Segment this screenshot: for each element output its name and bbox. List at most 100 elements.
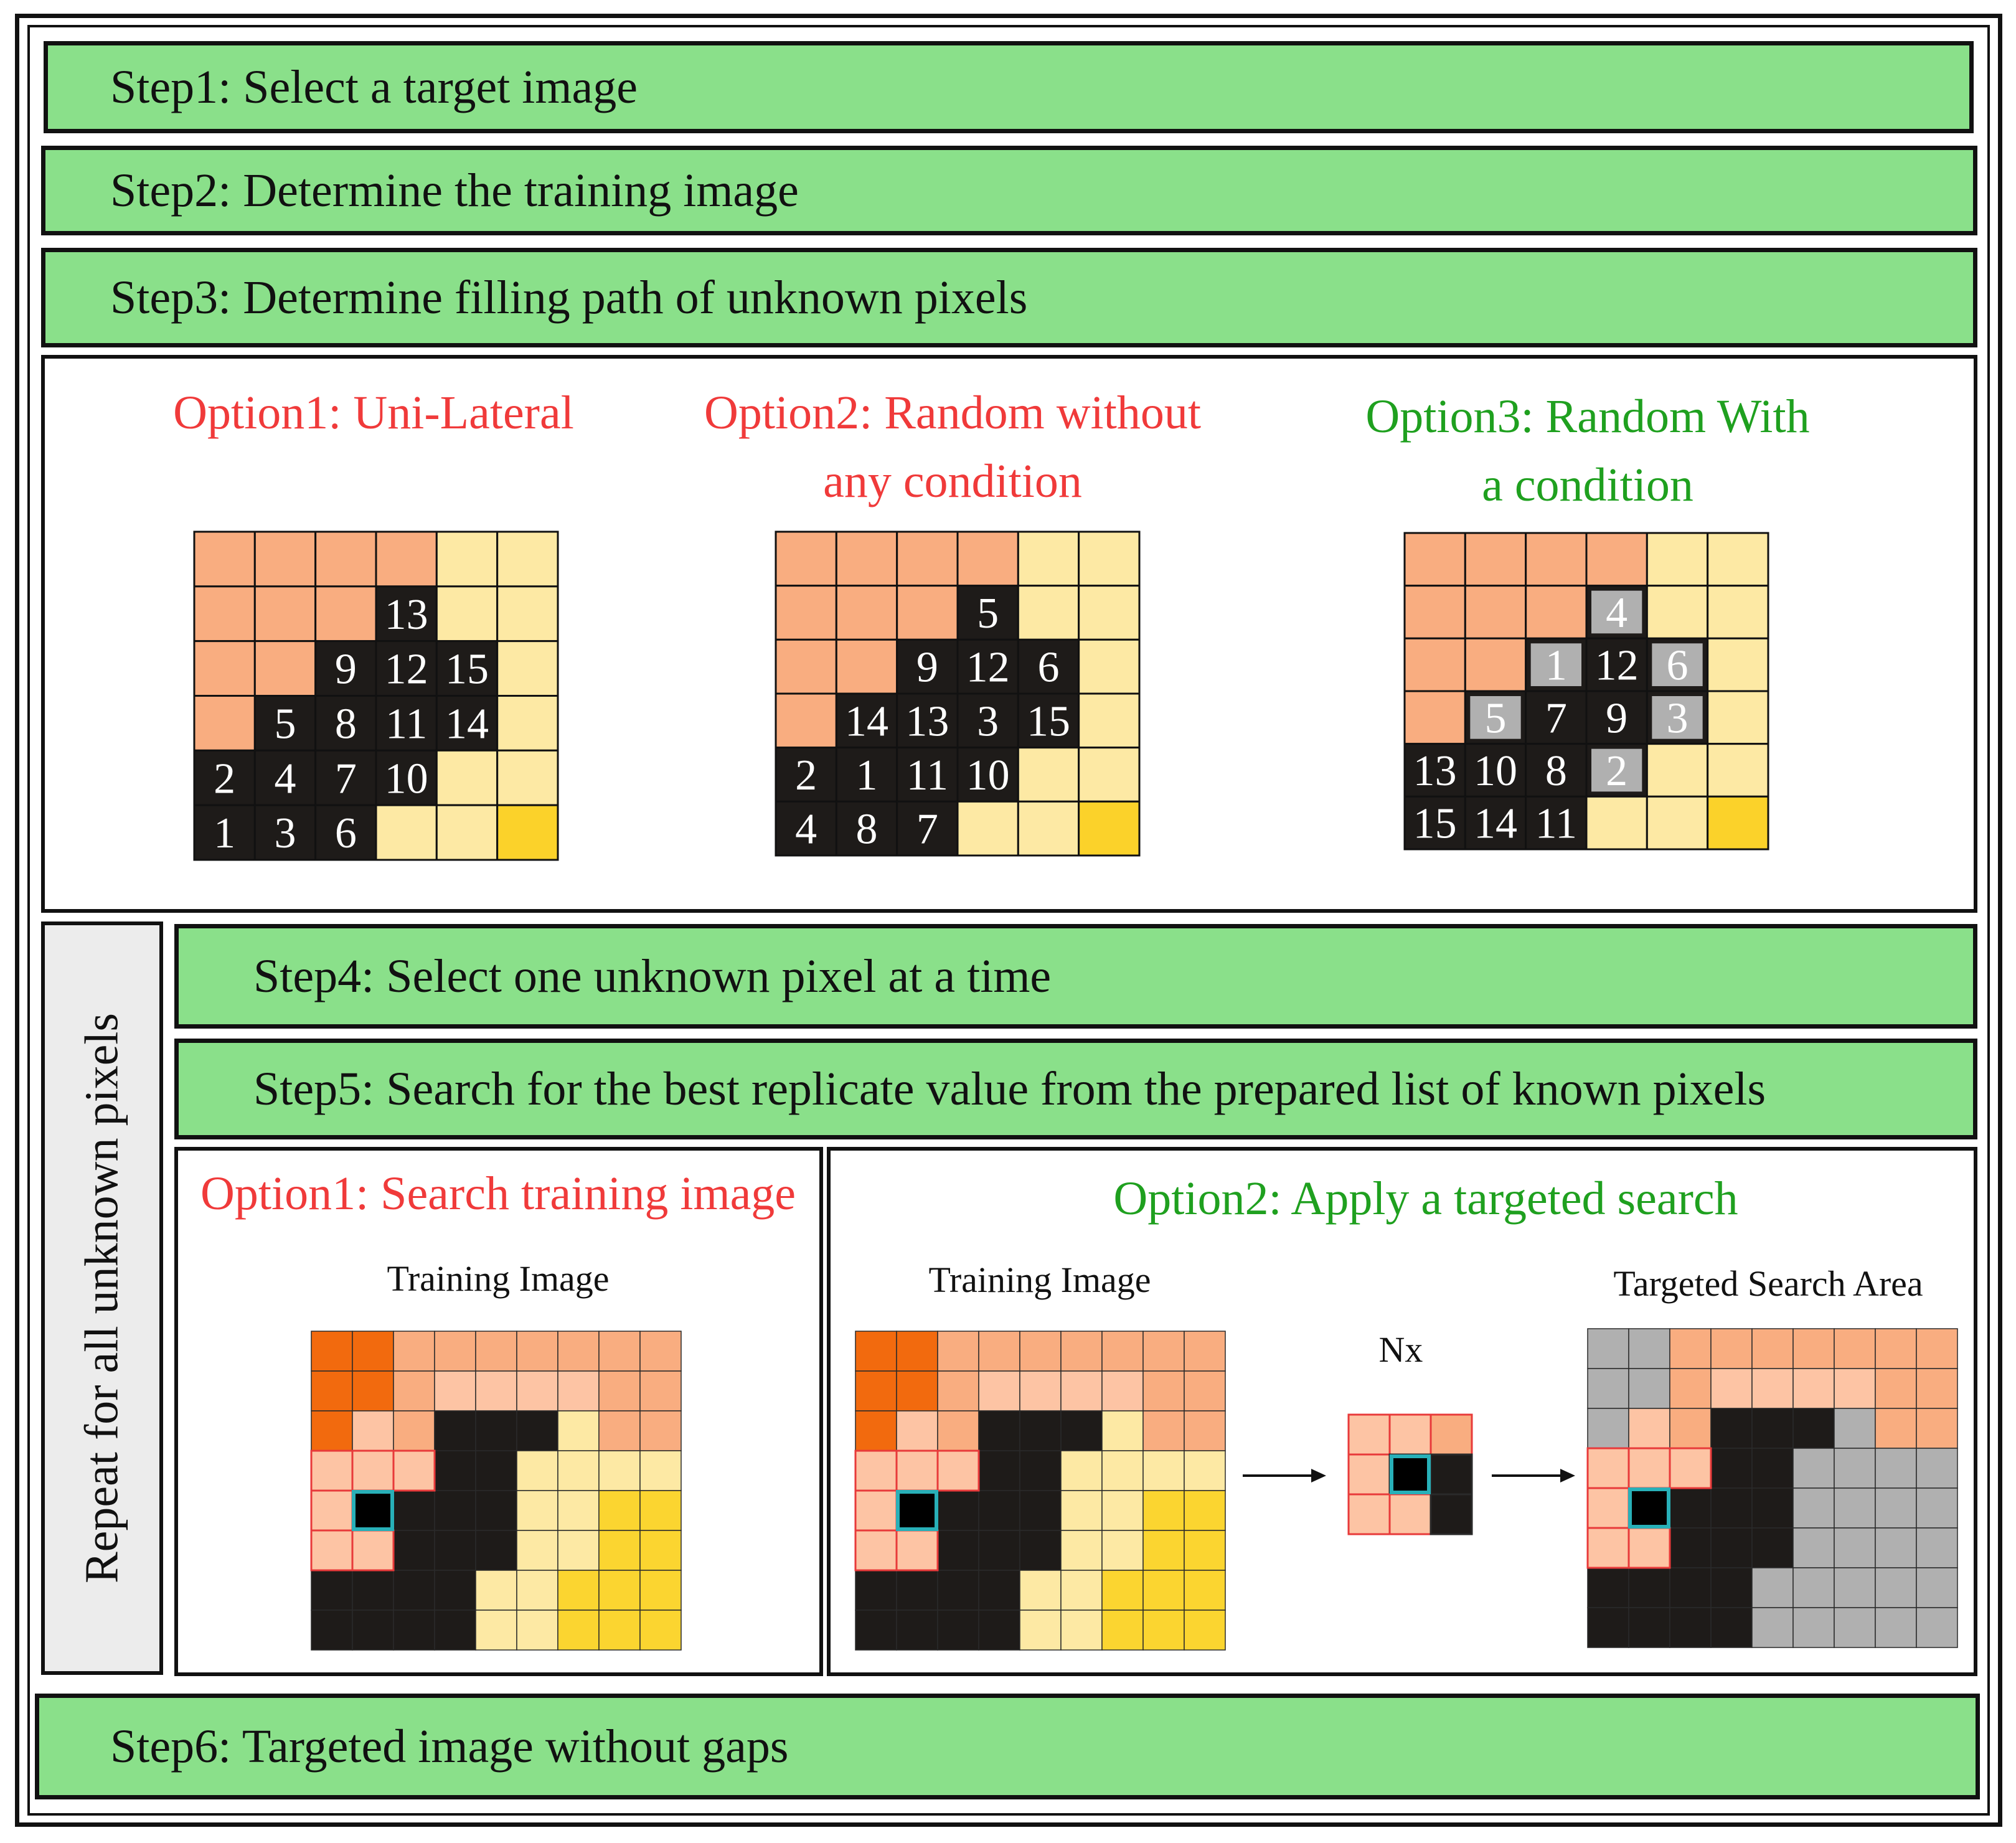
step4-box: Step4: Select one unknown pixel at a tim…	[174, 924, 1977, 1029]
grid-cell	[1101, 1610, 1144, 1651]
grid-cell	[1184, 1610, 1226, 1651]
grid-cell	[516, 1610, 558, 1651]
grid-cell	[1834, 1527, 1876, 1568]
grid-cell	[1142, 1331, 1185, 1372]
nx-neighborhood-grid	[1347, 1413, 1473, 1535]
grid-cell	[496, 749, 559, 806]
grid-cell	[1464, 637, 1527, 692]
path-order-label: 5	[977, 590, 999, 638]
grid-cell	[1710, 1527, 1753, 1568]
grid-cell	[1142, 1530, 1185, 1571]
grid-cell	[1101, 1570, 1144, 1611]
grid-cell	[855, 1410, 897, 1451]
grid-cell	[1101, 1450, 1144, 1491]
grid-cell	[1525, 532, 1588, 587]
grid-cell	[1017, 800, 1080, 857]
path-order-label: 11	[1535, 800, 1577, 848]
grid-cell	[1710, 1487, 1753, 1529]
grid-cell	[1347, 1453, 1391, 1496]
path-order-label: 9	[916, 644, 938, 692]
grid-cell	[1792, 1448, 1835, 1489]
grid-cell	[557, 1530, 600, 1571]
grid-cell	[1060, 1450, 1103, 1491]
path-order-label: 13	[385, 591, 428, 639]
arrow-right-icon	[1492, 1469, 1575, 1482]
grid-cell	[1669, 1408, 1712, 1449]
grid-cell	[978, 1450, 1020, 1491]
grid-cell	[978, 1490, 1020, 1531]
path-option3-grid: 41 12 6 5 7 9 3 13 10 8 2 15 14 11	[1403, 532, 1769, 851]
targeted-search-area-grid	[1586, 1328, 1958, 1648]
grid-cell	[1464, 795, 1527, 851]
grid-cell	[1751, 1487, 1794, 1529]
grid-cell	[434, 1410, 476, 1451]
grid-cell	[598, 1490, 641, 1531]
grid-cell	[516, 1370, 558, 1412]
grid-cell	[1875, 1607, 1917, 1648]
grid-cell	[193, 749, 256, 806]
grid-cell	[978, 1570, 1020, 1611]
grid-cell	[1792, 1567, 1835, 1608]
grid-cell	[1792, 1607, 1835, 1648]
path-order-label: 4	[1606, 589, 1627, 637]
path-order-label: 2	[1606, 747, 1627, 795]
step3-box: Step3: Determine filling path of unknown…	[41, 248, 1977, 347]
path-order-label: 8	[335, 700, 357, 748]
arrow-right-icon	[1243, 1469, 1326, 1482]
grid-cell	[896, 585, 959, 641]
grid-cell	[639, 1370, 682, 1412]
grid-cell	[1646, 743, 1709, 798]
path-option1-title: Option1: Uni-Lateral	[173, 387, 574, 439]
grid-cell	[375, 804, 438, 861]
search-option1-title: Option1: Search training image	[200, 1167, 796, 1220]
path-order-label: 9	[335, 646, 357, 694]
step5-box: Step5: Search for the best replicate val…	[174, 1039, 1977, 1139]
step2-box: Step2: Determine the training image	[41, 146, 1977, 235]
path-order-label: 11	[907, 752, 948, 799]
grid-cell	[375, 640, 438, 697]
grid-cell	[937, 1490, 979, 1531]
path-order-label: 2	[214, 755, 235, 803]
grid-cell	[475, 1331, 517, 1372]
repeat-loop-box: Repeat for all unknown pixels	[41, 922, 163, 1675]
grid-cell	[253, 585, 317, 643]
grid-cell	[956, 800, 1019, 857]
grid-cell	[1834, 1487, 1876, 1529]
grid-cell	[1875, 1408, 1917, 1449]
grid-cell	[896, 530, 959, 587]
grid-cell	[937, 1450, 979, 1491]
path-order-label: 14	[1474, 800, 1517, 848]
grid-cell	[434, 1331, 476, 1372]
grid-cell	[956, 585, 1019, 641]
grid-cell	[1184, 1530, 1226, 1571]
search-option2-title: Option2: Apply a targeted search	[1113, 1172, 1738, 1225]
grid-cell	[1060, 1610, 1103, 1651]
grid-cell	[1628, 1448, 1670, 1489]
grid-cell	[475, 1530, 517, 1571]
path-order-label: 1	[856, 752, 878, 799]
training-image-grid-1	[310, 1331, 682, 1651]
grid-cell	[1587, 1448, 1629, 1489]
grid-cell	[311, 1610, 353, 1651]
grid-cell	[937, 1331, 979, 1372]
grid-cell	[1628, 1408, 1670, 1449]
grid-cell	[193, 695, 256, 752]
grid-cell	[896, 1410, 938, 1451]
path-order-label: 10	[385, 755, 428, 803]
grid-cell	[855, 1370, 897, 1412]
grid-cell	[1669, 1567, 1712, 1608]
grid-cell	[1585, 795, 1648, 851]
path-order-label: 13	[1413, 747, 1457, 795]
grid-cell	[475, 1410, 517, 1451]
step6-box: Step6: Targeted image without gaps	[35, 1694, 1980, 1799]
grid-cell	[352, 1570, 394, 1611]
path-order-label: 8	[856, 806, 878, 854]
grid-cell	[1019, 1331, 1062, 1372]
grid-cell	[896, 747, 959, 803]
grid-cell	[1585, 637, 1648, 692]
neighborhood-cell-outline	[936, 1449, 980, 1492]
grid-cell	[1751, 1328, 1794, 1369]
grid-cell	[639, 1570, 682, 1611]
path-order-label: 2	[795, 752, 817, 799]
grid-cell	[598, 1370, 641, 1412]
